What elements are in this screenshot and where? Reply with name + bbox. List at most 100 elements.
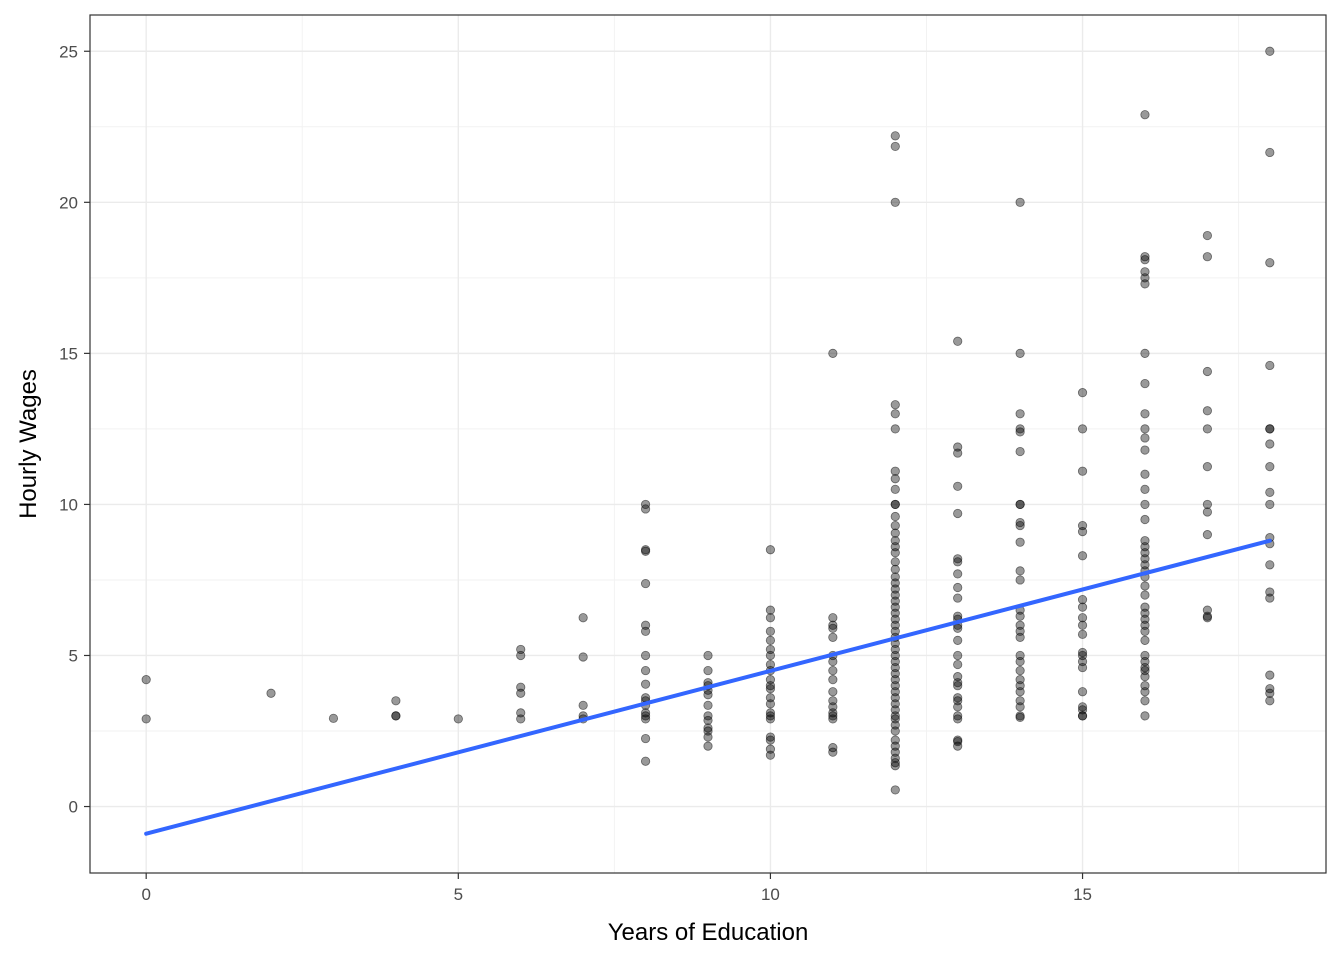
data-point	[1015, 409, 1025, 419]
data-point	[1265, 593, 1275, 603]
data-point	[1140, 433, 1150, 443]
data-point	[1265, 360, 1275, 371]
data-points	[141, 46, 1275, 795]
data-point	[516, 714, 526, 724]
data-point	[953, 593, 963, 603]
x-tick-label: 15	[1073, 885, 1092, 904]
data-point	[765, 732, 776, 742]
data-point	[1140, 672, 1150, 682]
data-point	[703, 741, 713, 751]
data-point	[640, 733, 651, 744]
data-point	[890, 564, 900, 574]
data-point	[765, 750, 776, 760]
data-point	[765, 545, 776, 555]
data-point	[1077, 424, 1088, 434]
x-axis-title: Years of Education	[608, 919, 809, 946]
data-point	[1077, 594, 1088, 605]
data-point	[953, 557, 963, 567]
data-point	[890, 548, 900, 558]
data-point	[1265, 258, 1275, 268]
data-point	[1140, 424, 1150, 434]
data-point	[1140, 348, 1150, 358]
data-point	[765, 650, 776, 661]
data-point	[703, 723, 713, 733]
data-point	[828, 632, 838, 642]
data-point	[640, 504, 651, 514]
data-point	[953, 448, 963, 458]
y-tick-label: 5	[69, 646, 78, 665]
data-point	[703, 732, 713, 742]
data-point	[640, 578, 651, 589]
data-point	[953, 714, 963, 724]
data-point	[828, 747, 838, 757]
data-point	[890, 400, 900, 410]
data-point	[1202, 230, 1212, 241]
data-point	[1140, 279, 1150, 289]
data-point	[953, 702, 963, 712]
data-point	[1202, 424, 1212, 434]
data-point	[516, 688, 526, 698]
data-point	[453, 714, 463, 724]
data-point	[1015, 611, 1025, 621]
plot-panel-background	[90, 15, 1326, 873]
data-point	[890, 520, 900, 531]
data-point	[578, 652, 588, 662]
data-point	[828, 687, 838, 697]
data-point	[890, 141, 900, 152]
y-tick-label: 20	[59, 193, 78, 212]
data-point	[890, 511, 900, 522]
data-point	[1077, 527, 1088, 537]
data-point	[1015, 632, 1025, 642]
x-tick-label: 0	[141, 885, 150, 904]
data-point	[765, 613, 776, 623]
grid-lines	[90, 15, 1326, 873]
data-point	[1202, 530, 1212, 540]
data-point	[953, 554, 963, 564]
data-point	[890, 409, 900, 419]
data-point	[1140, 514, 1150, 525]
data-point	[1015, 687, 1025, 697]
data-point	[1015, 499, 1025, 510]
data-point	[1140, 687, 1150, 697]
data-point	[890, 131, 900, 141]
data-point	[890, 761, 900, 771]
data-point	[640, 711, 651, 721]
data-point	[1265, 670, 1275, 680]
x-tick-label: 5	[454, 885, 463, 904]
data-point	[953, 623, 963, 633]
data-point	[703, 700, 713, 710]
data-point	[1015, 537, 1025, 547]
data-point	[1265, 499, 1275, 510]
data-point	[765, 635, 776, 645]
data-point	[391, 711, 401, 721]
data-point	[1015, 446, 1025, 457]
data-point	[890, 528, 900, 538]
data-point	[1265, 487, 1275, 497]
data-point	[1015, 656, 1025, 667]
data-point	[890, 484, 900, 494]
data-point	[953, 693, 963, 703]
data-point	[890, 466, 900, 476]
data-point	[1265, 439, 1275, 449]
data-point	[1140, 252, 1150, 262]
y-axis-ticks: 0 5 10 15 20 25	[59, 42, 90, 817]
data-point	[890, 557, 900, 567]
data-point	[1140, 445, 1150, 455]
data-point	[1015, 702, 1025, 712]
data-point	[953, 681, 963, 691]
data-point	[1265, 688, 1275, 698]
data-point	[953, 659, 963, 670]
data-point	[1140, 581, 1150, 591]
data-point	[1202, 462, 1212, 472]
data-point	[953, 650, 963, 661]
data-point	[1077, 388, 1088, 398]
y-axis-title: Hourly Wages	[15, 369, 42, 519]
data-point	[1077, 620, 1088, 630]
data-point	[1202, 406, 1212, 416]
data-point	[765, 711, 776, 721]
data-point	[1015, 348, 1025, 358]
data-point	[828, 620, 838, 630]
data-point	[1140, 110, 1150, 120]
data-point	[1140, 626, 1150, 636]
data-point	[328, 713, 339, 723]
